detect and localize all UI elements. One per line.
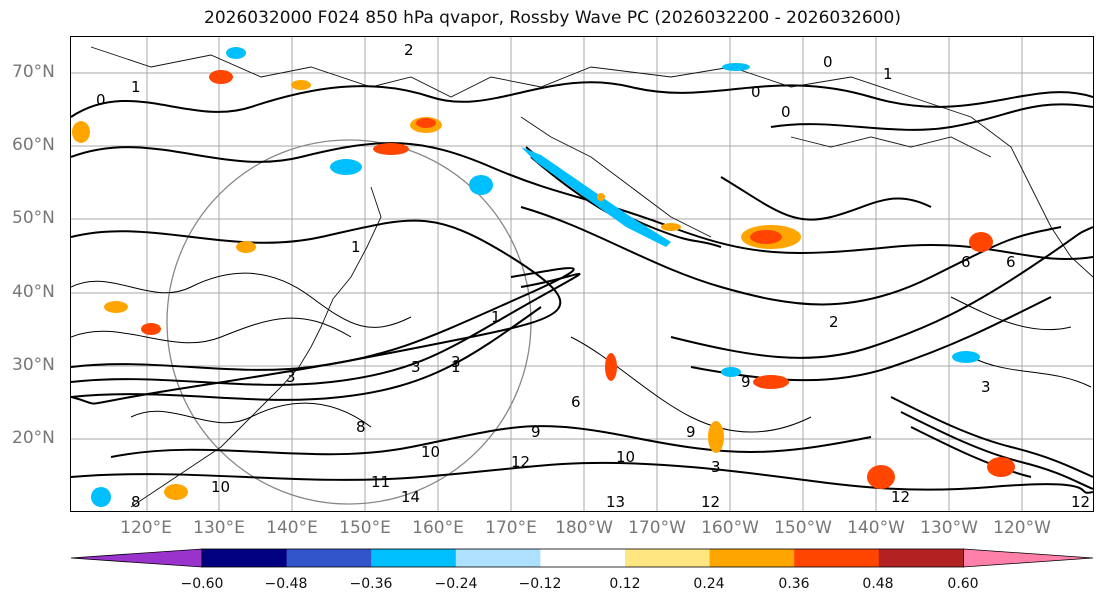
colorbar-segment — [794, 549, 880, 567]
lon-tick-180w: 180°W — [555, 518, 613, 538]
lon-tick-140w: 140°W — [847, 518, 905, 538]
colorbar-segment — [709, 549, 795, 567]
lon-tick-170w: 170°W — [628, 518, 686, 538]
contour-label: 1 — [491, 308, 501, 326]
colorbar-tick: −0.12 — [518, 576, 562, 592]
contour-label: 13 — [606, 493, 625, 511]
lat-tick-40n: 40°N — [12, 282, 55, 302]
contour-label: 1 — [131, 78, 141, 96]
contour-label: 9 — [741, 373, 751, 391]
lon-tick-130e: 130°E — [193, 518, 245, 538]
colorbar-tick: 0.24 — [693, 576, 725, 592]
contour-label: 1 — [883, 65, 893, 83]
colorbar-segment — [625, 549, 711, 567]
contour-label-group: 2 1 0 0 1 0 0 1 2 6 3 1 1 3 3 9 10 12 11… — [96, 41, 1090, 511]
contour-label: 0 — [781, 103, 791, 121]
contour-lines — [71, 81, 1093, 494]
contour-label: 0 — [823, 53, 833, 71]
lat-tick-20n: 20°N — [12, 428, 55, 448]
contour-label: 9 — [686, 423, 696, 441]
contour-label: 0 — [96, 91, 106, 109]
lon-tick-150e: 150°E — [339, 518, 391, 538]
graticule — [71, 37, 1093, 511]
contour-label: 3 — [451, 353, 461, 371]
map-canvas: 2 1 0 0 1 0 0 1 2 6 3 1 1 3 3 9 10 12 11… — [71, 37, 1093, 511]
colorbar-segment — [540, 549, 626, 567]
colorbar-tick: −0.36 — [349, 576, 393, 592]
colorbar-tick: 0.48 — [862, 576, 894, 592]
contour-label: 8 — [356, 418, 366, 436]
colorbar-cap-right — [963, 548, 1094, 568]
contour-label: 3 — [981, 378, 991, 396]
contour-label: 10 — [421, 443, 440, 461]
contour-label: 11 — [371, 473, 390, 491]
lon-tick-130w: 130°W — [920, 518, 978, 538]
contour-label: 12 — [891, 488, 910, 506]
lon-tick-120e: 120°E — [120, 518, 172, 538]
contour-label: 6 — [961, 253, 971, 271]
map-panel: 2 1 0 0 1 0 0 1 2 6 3 1 1 3 3 9 10 12 11… — [70, 36, 1094, 512]
colorbar — [70, 548, 1094, 568]
colorbar-tick: 0.36 — [778, 576, 810, 592]
contour-label: 0 — [751, 83, 761, 101]
lat-tick-70n: 70°N — [12, 62, 55, 82]
lon-tick-120w: 120°W — [993, 518, 1051, 538]
colorbar-segment — [371, 549, 457, 567]
colorbar-tick: −0.48 — [264, 576, 308, 592]
lon-tick-170e: 170°E — [485, 518, 537, 538]
colorbar-tick: 0.12 — [609, 576, 641, 592]
contour-label: 12 — [1071, 493, 1090, 511]
contour-label: 10 — [211, 478, 230, 496]
contour-label: 14 — [401, 488, 420, 506]
contour-label: 12 — [701, 493, 720, 511]
lat-tick-60n: 60°N — [12, 135, 55, 155]
map-title: 2026032000 F024 850 hPa qvapor, Rossby W… — [204, 8, 901, 28]
lon-tick-150w: 150°W — [774, 518, 832, 538]
lat-tick-50n: 50°N — [12, 208, 55, 228]
colorbar-tick: −0.60 — [180, 576, 224, 592]
contour-label: 12 — [511, 453, 530, 471]
qvapor-anomaly-fills — [72, 47, 1015, 507]
contour-label: 2 — [404, 41, 414, 59]
colorbar-segment — [202, 549, 288, 567]
colorbar-segment — [455, 549, 541, 567]
thin-contours — [71, 272, 1092, 433]
contour-label: 6 — [1006, 253, 1016, 271]
coastlines — [90, 46, 1093, 508]
contour-label: 1 — [351, 238, 361, 256]
contour-label: 3 — [411, 358, 421, 376]
lon-tick-160w: 160°W — [701, 518, 759, 538]
colorbar-tick: −0.24 — [434, 576, 478, 592]
colorbar-segment — [878, 549, 964, 567]
colorbar-segment — [286, 549, 372, 567]
contour-label: 3 — [711, 458, 721, 476]
colorbar-outline — [201, 548, 964, 568]
lon-tick-160e: 160°E — [412, 518, 464, 538]
colorbar-tick: 0.60 — [947, 576, 979, 592]
contour-label: 9 — [531, 423, 541, 441]
lat-tick-30n: 30°N — [12, 355, 55, 375]
contour-label: 2 — [829, 313, 839, 331]
contour-label: 6 — [571, 393, 581, 411]
contour-label: 10 — [616, 448, 635, 466]
contour-label: 3 — [286, 368, 296, 386]
colorbar-cap-left — [70, 548, 203, 568]
lon-tick-140e: 140°E — [266, 518, 318, 538]
contour-label: 1 — [451, 358, 461, 376]
contour-label: 8 — [131, 493, 141, 511]
